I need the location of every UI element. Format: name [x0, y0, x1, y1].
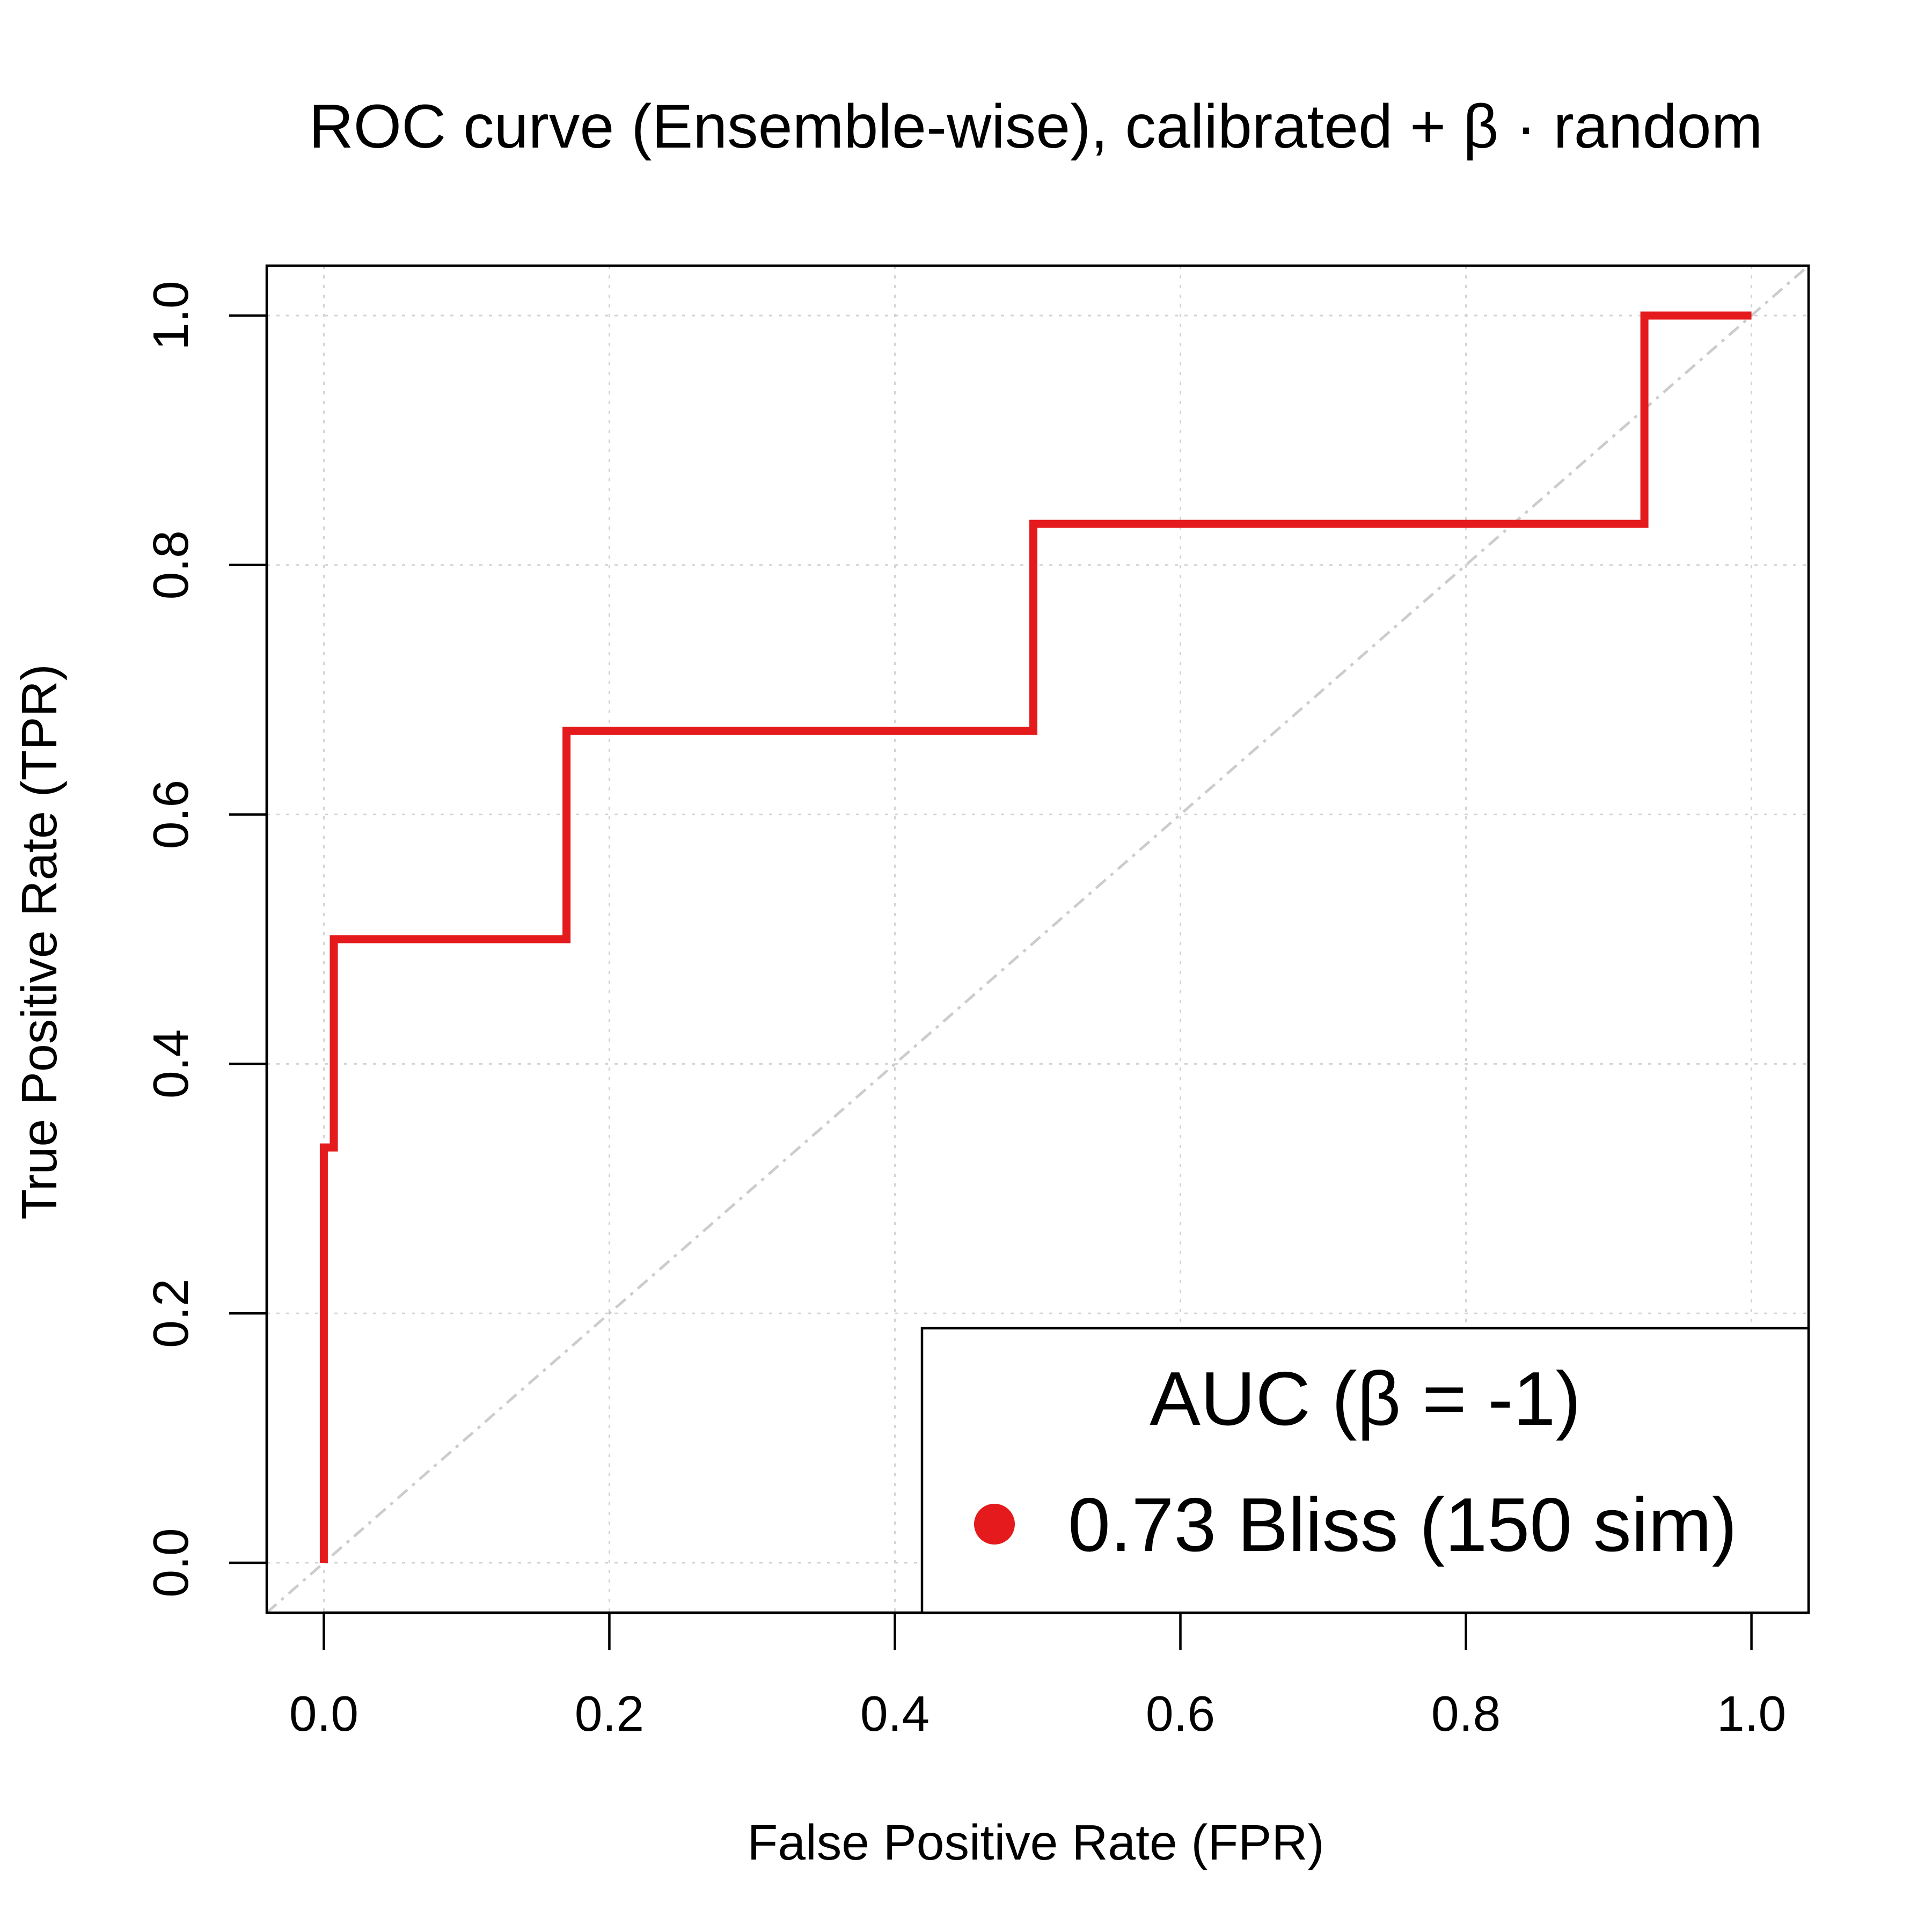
y-tick-label-5: 1.0: [143, 281, 199, 350]
y-axis: 0.0 0.2 0.4 0.6 0.8 1.0: [143, 281, 268, 1598]
x-tick-label-5: 1.0: [1717, 1686, 1786, 1741]
random-classifier-diagonal: [266, 265, 1810, 1614]
y-tick-label-4: 0.8: [143, 530, 199, 599]
x-tick-label-1: 0.2: [575, 1686, 644, 1741]
y-tick-label-0: 0.0: [143, 1528, 199, 1597]
legend-entry-label: 0.73 Bliss (150 sim): [1068, 1482, 1737, 1568]
x-tick-label-0: 0.0: [289, 1686, 358, 1741]
legend-title: AUC (β = -1): [1150, 1356, 1581, 1441]
chart-title: ROC curve (Ensemble-wise), calibrated + …: [309, 92, 1763, 161]
y-tick-label-3: 0.6: [143, 780, 199, 849]
roc-curve-series-0: [319, 311, 1752, 1563]
y-tick-label-2: 0.4: [143, 1029, 199, 1099]
x-axis-title: False Positive Rate (FPR): [748, 1814, 1324, 1870]
legend-marker: [974, 1504, 1015, 1545]
legend: AUC (β = -1) 0.73 Bliss (150 sim): [920, 1327, 1810, 1614]
legend-box: [920, 1327, 1810, 1614]
series-layer: [319, 311, 1752, 1563]
x-axis: 0.0 0.2 0.4 0.6 0.8 1.0: [289, 1611, 1786, 1741]
x-tick-label-2: 0.4: [860, 1686, 930, 1741]
y-tick-label-1: 0.2: [143, 1279, 199, 1348]
x-tick-label-4: 0.8: [1431, 1686, 1501, 1741]
x-tick-label-3: 0.6: [1146, 1686, 1215, 1741]
y-axis-title: True Positive Rate (TPR): [11, 664, 67, 1219]
